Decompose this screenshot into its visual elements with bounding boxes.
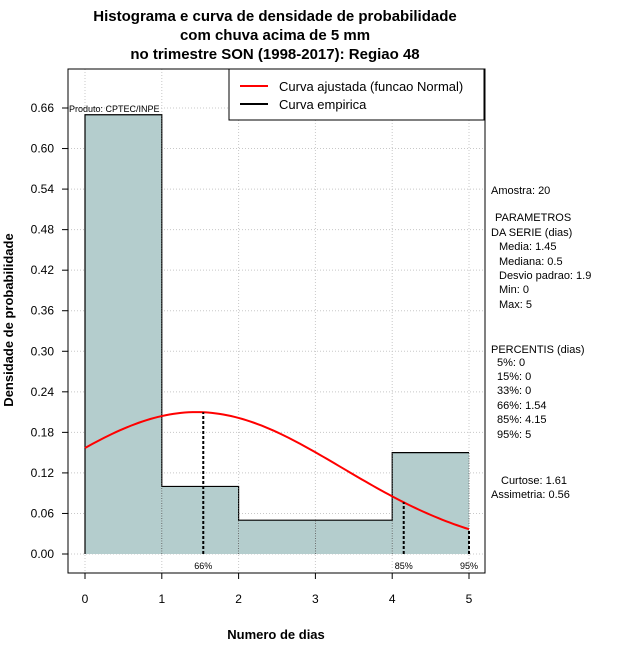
plot-area: 66% 85% 95% 0 1 2 3 4 5 0.00 0.06 0.12 0.18 0.24 0.30 0…: [31, 68, 486, 606]
legend-empirical-label: Curva empirica: [279, 97, 367, 112]
x-axis-label: Numero de dias: [227, 627, 325, 642]
legend: Curva ajustada (funcao Normal) Curva emp…: [228, 68, 485, 121]
percentile-33: 33%: 0: [497, 385, 531, 397]
fitted-normal-curve: [84, 411, 470, 531]
x-tick-label-1: 1: [158, 592, 165, 606]
chart-title-line-3: no trimestre SON (1998-2017): Regiao 48: [130, 46, 419, 63]
param-mean: Media: 1.45: [499, 241, 556, 253]
y-tick-label-8: 0.48: [31, 223, 55, 237]
parameters-title: PARAMETROS: [495, 212, 571, 224]
legend-box: [228, 68, 485, 121]
legend-fitted-label: Curva ajustada (funcao Normal): [279, 79, 463, 94]
y-tick-label-9: 0.54: [31, 182, 55, 196]
y-tick-label-2: 0.12: [31, 466, 55, 480]
percentile-85: 85%: 4.15: [497, 414, 547, 426]
percentile-15: 15%: 0: [497, 371, 531, 383]
param-max: Max: 5: [499, 299, 532, 311]
chart-title-line-1: Histograma e curva de densidade de proba…: [93, 8, 456, 25]
percentile-marker-label-0: 66%: [194, 561, 212, 571]
percentile-marker-label-2: 95%: [460, 561, 478, 571]
x-tick-label-0: 0: [82, 592, 89, 606]
sample-size-text: Amostra: 20: [491, 185, 550, 197]
percentile-95: 95%: 5: [497, 429, 531, 441]
statistics-panel: Amostra: 20 PARAMETROS DA SERIE (dias) M…: [491, 185, 591, 501]
skewness-text: Assimetria: 0.56: [491, 489, 570, 501]
param-std-dev: Desvio padrao: 1.9: [499, 270, 591, 282]
x-tick-label-3: 3: [312, 592, 319, 606]
histogram-bar-0: [85, 114, 162, 555]
param-median: Mediana: 0.5: [499, 256, 563, 268]
parameters-subtitle: DA SERIE (dias): [491, 227, 572, 239]
y-tick-label-10: 0.60: [31, 142, 55, 156]
y-tick-label-6: 0.36: [31, 304, 55, 318]
y-tick-label-7: 0.42: [31, 263, 55, 277]
y-tick-label-4: 0.24: [31, 385, 55, 399]
x-tick-label-5: 5: [466, 592, 473, 606]
chart-title-line-2: com chuva acima de 5 mm: [180, 27, 370, 44]
histogram-bar-2: [238, 520, 316, 554]
percentile-5: 5%: 0: [497, 357, 525, 369]
x-tick-label-2: 2: [235, 592, 242, 606]
percentile-66: 66%: 1.54: [497, 400, 547, 412]
y-tick-label-3: 0.18: [31, 425, 55, 439]
y-tick-label-0: 0.00: [31, 547, 55, 561]
y-axis-label: Densidade de probabilidade: [1, 233, 16, 406]
percentiles-title: PERCENTIS (dias): [491, 344, 585, 356]
percentile-marker-label-1: 85%: [395, 561, 413, 571]
x-tick-label-4: 4: [389, 592, 396, 606]
product-label: Produto: CPTEC/INPE: [69, 104, 160, 114]
y-tick-label-11: 0.66: [31, 101, 55, 115]
kurtosis-text: Curtose: 1.61: [501, 475, 567, 487]
histogram-bar-1: [161, 486, 239, 554]
y-tick-label-1: 0.06: [31, 506, 55, 520]
y-tick-label-5: 0.30: [31, 344, 55, 358]
param-min: Min: 0: [499, 284, 529, 296]
histogram-bar-3: [315, 520, 393, 554]
